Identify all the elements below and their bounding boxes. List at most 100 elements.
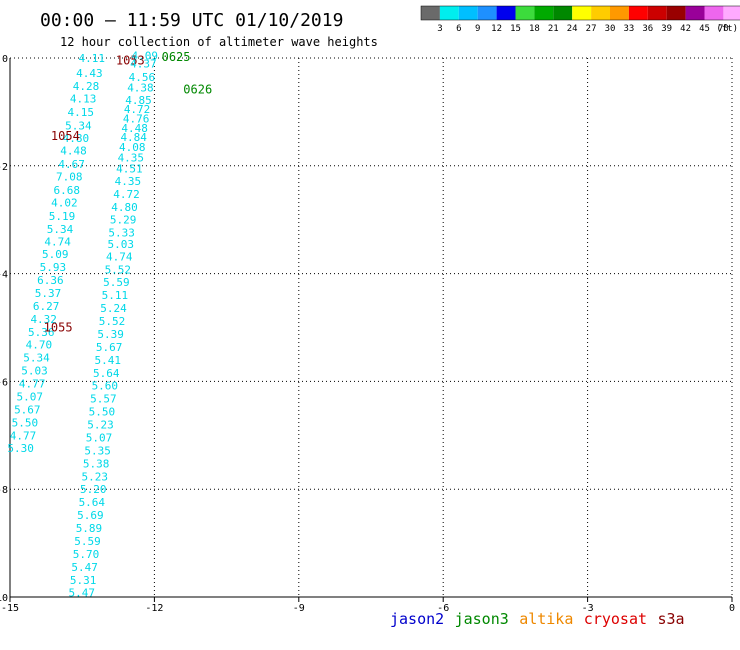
wave-height-point: 4.02 (51, 196, 78, 209)
wave-height-point: 5.30 (7, 442, 34, 455)
wave-height-point: 4.48 (60, 145, 87, 158)
x-tick-label: -6 (437, 603, 449, 614)
wave-height-point: 5.52 (99, 315, 126, 328)
wave-height-point: 5.11 (102, 289, 129, 302)
colorbar-swatch (534, 6, 554, 20)
wave-height-point: 5.36 (28, 326, 55, 339)
y-tick-label: -10 (0, 593, 8, 604)
colorbar-tick-label: 36 (642, 24, 653, 34)
pass-time-label: 0626 (183, 82, 212, 96)
wave-height-point: 4.13 (70, 92, 97, 105)
wave-height-point: 5.70 (73, 548, 100, 561)
wave-height-point: 5.33 (108, 227, 135, 240)
color-scale-legend: 3 6 9 12 15 18 21 24 27 30 33 36 39 42 45 70(ft) (420, 5, 740, 34)
wave-height-point: 5.67 (96, 341, 123, 354)
colorbar-frame (420, 5, 740, 21)
wave-height-point: 5.37 (35, 287, 62, 300)
wave-height-point: 5.38 (83, 457, 110, 470)
chart-title: 00:00 – 11:59 UTC 01/10/2019 (40, 10, 343, 31)
colorbar-tick-label: 9 (475, 24, 480, 34)
wave-height-point: 6.36 (37, 274, 64, 287)
wave-height-point: 5.50 (89, 406, 116, 419)
plot-grid (9, 57, 733, 598)
pass-time-label: 1055 (44, 321, 73, 335)
wave-height-point: 4.51 (116, 162, 143, 175)
wave-height-point: 4.67 (58, 158, 85, 171)
wave-height-point: 5.57 (90, 393, 117, 406)
wave-height-point: 4.76 (123, 112, 150, 125)
wave-height-point: 5.47 (68, 587, 95, 600)
pass-time-label: 1053 (116, 54, 145, 68)
wave-height-point: 5.34 (65, 119, 92, 132)
colorbar-swatch (477, 6, 497, 20)
legend-entry-altika: altika (519, 610, 573, 628)
colorbar-tick-label: 39 (661, 24, 672, 34)
legend-entry-jason3: jason3 (455, 610, 509, 628)
wave-height-point: 4.84 (120, 131, 147, 144)
wave-height-point: 5.52 (105, 263, 132, 276)
wave-height-point: 5.23 (81, 470, 108, 483)
colorbar-tick-label: 12 (491, 24, 502, 34)
wave-height-point: 4.72 (113, 188, 140, 201)
colorbar-tick-label: 6 (456, 24, 461, 34)
colorbar-tick-label: 21 (548, 24, 559, 34)
wave-height-point: 4.15 (68, 106, 95, 119)
colorbar-swatch (610, 6, 629, 20)
colorbar-swatch (496, 6, 516, 20)
wave-height-point: 4.72 (124, 103, 151, 116)
wave-height-point: 4.80 (63, 132, 90, 145)
wave-height-point: 4.48 (121, 122, 148, 135)
y-tick-label: -2 (0, 162, 8, 173)
pass-time-label: 0625 (162, 50, 191, 64)
wave-height-point: 4.32 (30, 313, 57, 326)
colorbar-swatch (572, 6, 592, 20)
x-tick-label: 0 (729, 603, 735, 614)
pass-time-label: 1054 (51, 129, 80, 143)
wave-height-point: 5.47 (71, 561, 98, 574)
colorbar-swatch (553, 6, 573, 20)
x-tick-label: -9 (293, 603, 305, 614)
wave-height-point: 5.20 (80, 483, 107, 496)
chart-subtitle: 12 hour collection of altimeter wave hei… (60, 35, 378, 49)
colorbar-tick-label: 15 (510, 24, 521, 34)
wave-height-point: 5.93 (40, 261, 67, 274)
y-tick-label: -4 (0, 270, 8, 281)
wave-height-point: 4.74 (106, 250, 133, 263)
wave-height-point: 5.89 (76, 522, 103, 535)
colorbar-swatch (704, 6, 724, 20)
wave-height-point: 4.43 (76, 67, 103, 80)
wave-height-point: 5.03 (107, 238, 134, 251)
wave-height-point: 5.23 (87, 419, 114, 432)
colorbar-swatch (421, 6, 440, 20)
colorbar-swatch (647, 6, 667, 20)
colorbar-tick-label: 30 (605, 24, 616, 34)
legend-entry-s3a: s3a (658, 610, 685, 628)
wave-height-point: 5.59 (103, 276, 130, 289)
x-tick-label: -15 (1, 603, 19, 614)
wave-height-point: 4.11 (79, 52, 106, 65)
wave-height-point: 5.29 (110, 214, 137, 227)
wave-height-point: 5.59 (74, 535, 101, 548)
wave-height-point: 4.77 (10, 429, 37, 442)
colorbar-tick-label: 70 (718, 24, 729, 34)
colorbar-swatch (666, 6, 686, 20)
wave-height-point: 4.38 (127, 82, 154, 95)
y-tick-label: -6 (0, 377, 8, 388)
wave-height-point: 5.64 (93, 367, 120, 380)
colorbar-swatch (591, 6, 610, 20)
wave-height-point: 5.34 (47, 223, 74, 236)
colorbar-swatch (685, 6, 705, 20)
wave-height-point: 5.31 (70, 574, 97, 587)
wave-height-point: 5.03 (21, 365, 48, 378)
colorbar-tick-label: 24 (567, 24, 578, 34)
wave-height-point: 7.08 (56, 171, 83, 184)
wave-height-point: 5.19 (49, 210, 76, 223)
legend-entry-jason2: jason2 (390, 610, 444, 628)
colorbar-swatch (439, 6, 459, 20)
colorbar-tick-label: 27 (586, 24, 597, 34)
colorbar-tick-label: 18 (529, 24, 540, 34)
y-tick-label: 0 (2, 54, 8, 65)
wave-height-point: 4.70 (26, 339, 53, 352)
wave-height-point: 5.67 (14, 403, 41, 416)
wave-height-point: 5.24 (100, 302, 127, 315)
